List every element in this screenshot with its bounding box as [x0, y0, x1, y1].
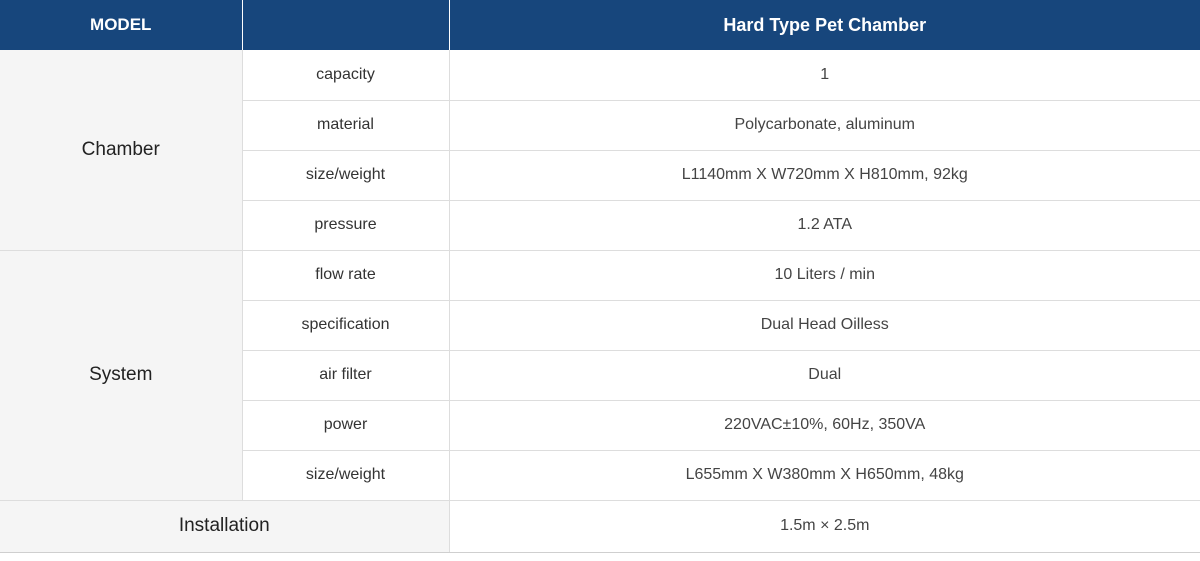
- table-header-row: MODEL Hard Type Pet Chamber: [0, 0, 1200, 50]
- spec-value: 10 Liters / min: [448, 250, 1200, 301]
- spec-label: capacity: [241, 50, 449, 101]
- spec-value: Dual: [448, 350, 1200, 401]
- group-label-chamber: Chamber: [0, 50, 242, 251]
- spec-value: Dual Head Oilless: [448, 300, 1200, 351]
- spec-label: size/weight: [241, 150, 449, 201]
- group-label-system: System: [0, 250, 242, 501]
- spec-value: L655mm X W380mm X H650mm, 48kg: [448, 450, 1200, 501]
- header-product-name: Hard Type Pet Chamber: [448, 0, 1200, 50]
- header-empty: [241, 0, 449, 50]
- spec-value: 1: [448, 50, 1200, 101]
- spec-label: power: [241, 400, 449, 451]
- installation-value: 1.5m × 2.5m: [448, 500, 1200, 553]
- spec-label: specification: [241, 300, 449, 351]
- header-model: MODEL: [0, 0, 242, 50]
- spec-label: air filter: [241, 350, 449, 401]
- table-row: specification Dual Head Oilless: [0, 300, 1200, 351]
- table-row: size/weight L1140mm X W720mm X H810mm, 9…: [0, 150, 1200, 201]
- spec-value: 1.2 ATA: [448, 200, 1200, 251]
- table-row: material Polycarbonate, aluminum: [0, 100, 1200, 151]
- spec-label: material: [241, 100, 449, 151]
- table-row: size/weight L655mm X W380mm X H650mm, 48…: [0, 450, 1200, 501]
- table-row: pressure 1.2 ATA: [0, 200, 1200, 251]
- table-row: air filter Dual: [0, 350, 1200, 401]
- group-label-installation: Installation: [0, 500, 449, 553]
- table-row: Installation 1.5m × 2.5m: [0, 500, 1200, 553]
- spec-label: pressure: [241, 200, 449, 251]
- spec-label: flow rate: [241, 250, 449, 301]
- table-row: power 220VAC±10%, 60Hz, 350VA: [0, 400, 1200, 451]
- spec-value: 220VAC±10%, 60Hz, 350VA: [448, 400, 1200, 451]
- spec-value: L1140mm X W720mm X H810mm, 92kg: [448, 150, 1200, 201]
- table-row: System flow rate 10 Liters / min: [0, 250, 1200, 501]
- table-row: Chamber capacity 1: [0, 50, 1200, 251]
- spec-label: size/weight: [241, 450, 449, 501]
- spec-value: Polycarbonate, aluminum: [448, 100, 1200, 151]
